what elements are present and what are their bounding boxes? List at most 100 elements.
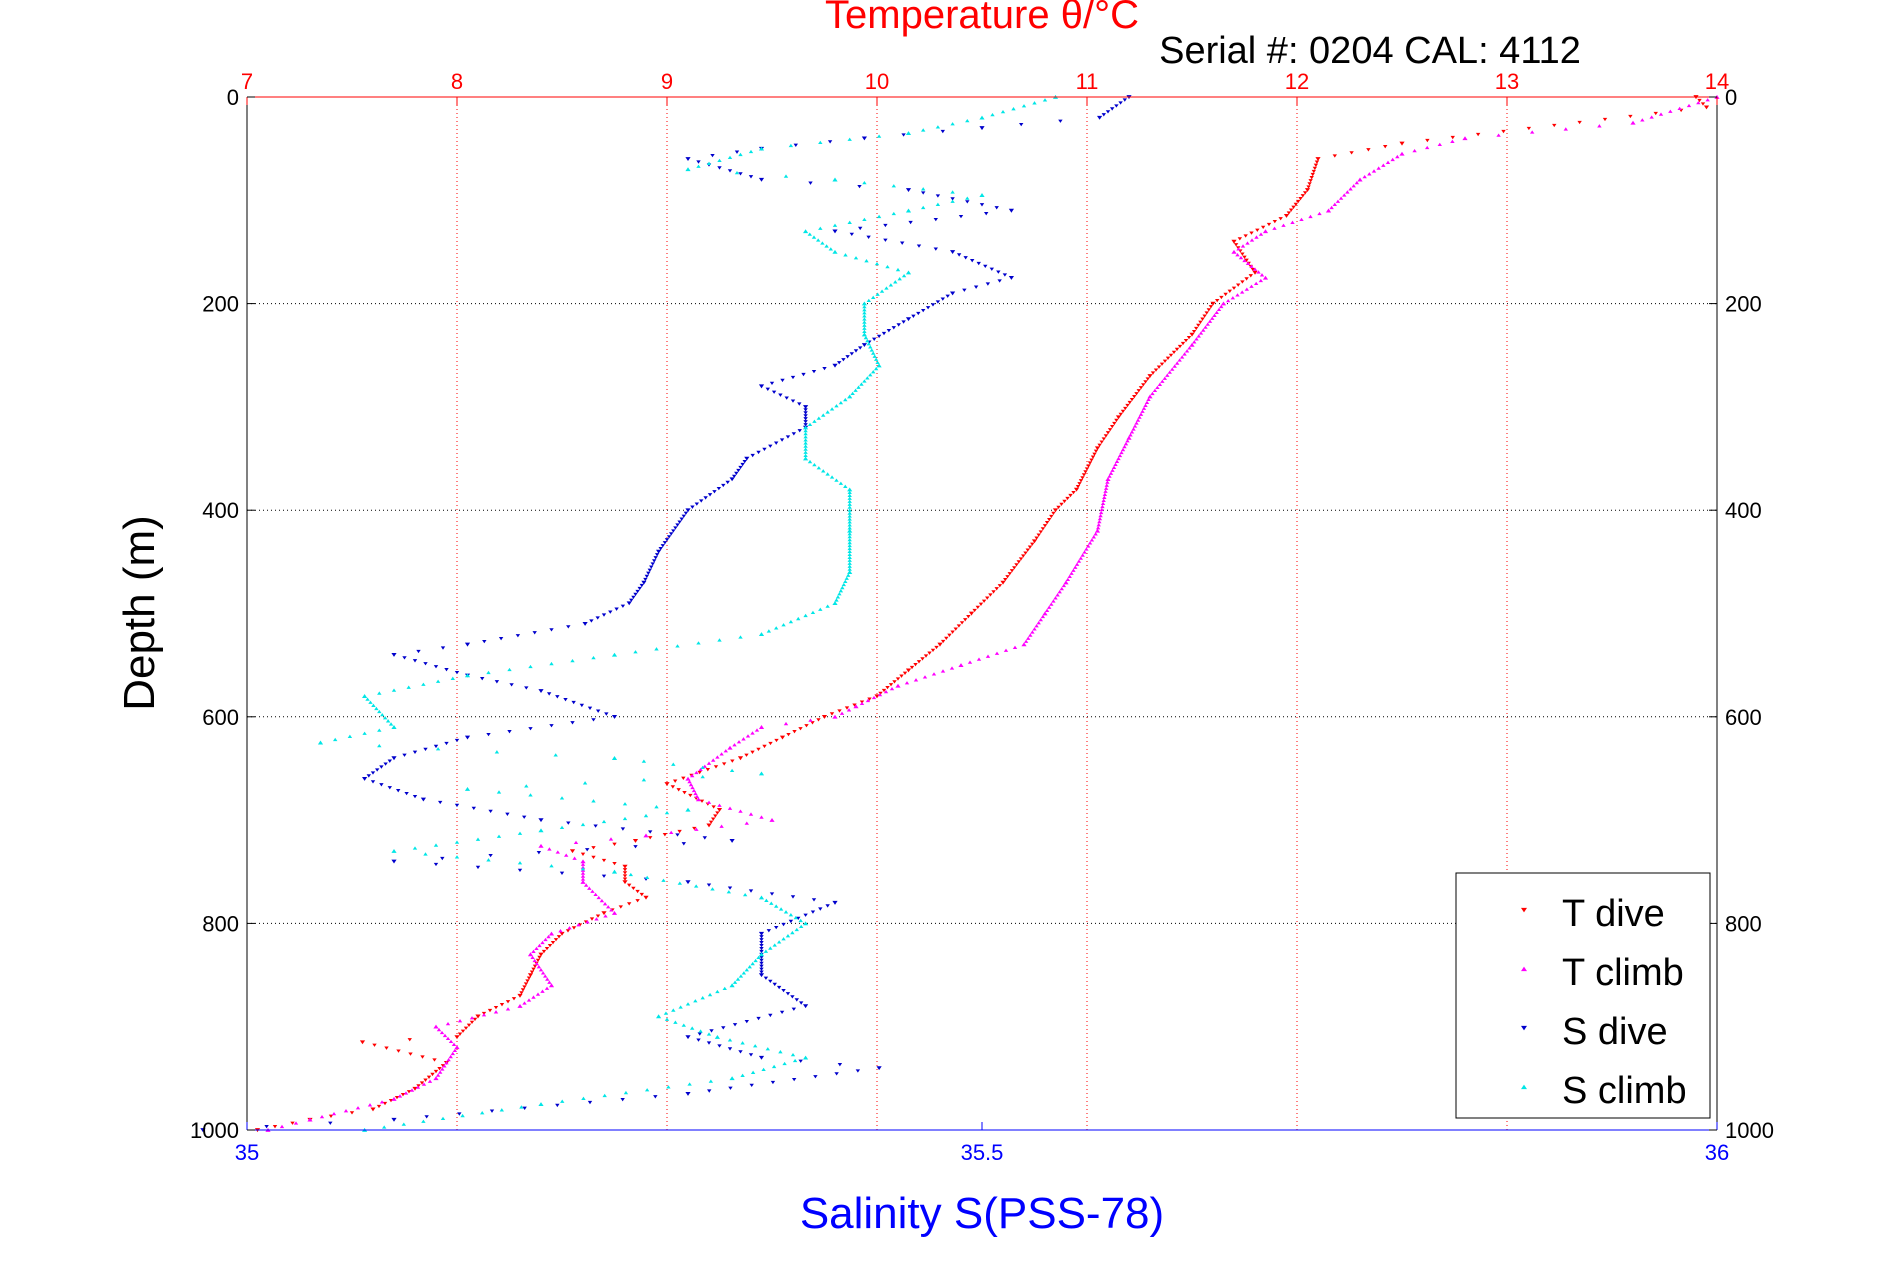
data-point-s-climb — [661, 878, 666, 882]
data-point-s-dive — [979, 126, 985, 131]
data-point-s-climb — [861, 332, 867, 337]
data-point-s-climb — [811, 235, 817, 239]
data-point-t-climb — [1047, 605, 1052, 609]
data-point-t-dive — [1025, 548, 1030, 552]
data-point-s-dive — [635, 589, 640, 594]
data-point-s-dive — [566, 625, 571, 629]
data-point-t-climb — [1249, 264, 1254, 268]
data-point-t-climb — [1325, 208, 1332, 213]
data-point-t-dive — [1298, 197, 1303, 201]
data-point-t-climb — [685, 776, 691, 781]
data-point-t-dive — [688, 793, 693, 798]
data-point-t-climb — [1084, 547, 1089, 551]
data-point-s-dive — [759, 970, 764, 974]
data-point-s-climb — [866, 342, 872, 346]
data-point-t-climb — [531, 995, 536, 999]
data-point-t-climb — [540, 971, 546, 975]
data-point-s-climb — [700, 996, 705, 1000]
data-point-s-climb — [717, 638, 722, 642]
data-point-t-dive — [1286, 211, 1292, 215]
data-point-s-dive — [994, 206, 999, 210]
data-point-t-dive — [622, 874, 628, 878]
data-point-s-dive — [896, 323, 901, 327]
data-point-s-dive — [1008, 275, 1014, 280]
data-point-s-dive — [328, 1121, 333, 1125]
data-point-t-climb — [1067, 574, 1072, 578]
data-point-t-climb — [1258, 278, 1264, 283]
data-point-s-dive — [679, 517, 684, 521]
data-point-t-climb — [451, 1042, 457, 1046]
data-point-t-climb — [1042, 611, 1048, 616]
data-point-s-climb — [391, 725, 397, 729]
data-point-t-climb — [745, 734, 751, 738]
data-point-t-climb — [1071, 568, 1076, 572]
data-point-t-climb — [690, 785, 695, 790]
data-point-s-dive — [494, 680, 500, 684]
data-point-s-climb — [377, 743, 382, 748]
data-point-s-climb — [807, 459, 813, 464]
series-t-climb — [265, 94, 1720, 1132]
data-point-s-dive — [803, 417, 808, 421]
data-point-s-climb — [769, 901, 774, 905]
data-point-s-dive — [433, 862, 439, 867]
data-point-s-dive — [440, 646, 446, 650]
data-point-t-dive — [522, 985, 527, 989]
data-point-t-climb — [436, 1027, 442, 1032]
data-point-s-climb — [847, 546, 852, 551]
data-point-s-climb — [847, 540, 852, 545]
data-point-t-dive — [991, 590, 996, 594]
data-point-t-climb — [609, 908, 614, 912]
data-point-t-dive — [1349, 151, 1354, 155]
data-point-s-climb — [871, 370, 876, 374]
data-point-s-climb — [421, 682, 426, 686]
data-point-t-dive — [553, 938, 559, 942]
data-point-t-climb — [590, 889, 595, 893]
data-point-t-dive — [1311, 169, 1316, 174]
data-point-t-dive — [622, 868, 628, 872]
data-point-t-climb — [1049, 602, 1054, 606]
data-point-t-climb — [1170, 367, 1175, 371]
data-point-s-dive — [549, 628, 554, 632]
data-point-s-climb — [921, 187, 926, 191]
data-point-s-dive — [589, 619, 594, 623]
data-point-s-dive — [671, 529, 676, 533]
data-point-t-dive — [1236, 283, 1241, 287]
data-point-s-dive — [585, 848, 590, 852]
data-point-t-dive — [1138, 386, 1144, 390]
data-point-s-climb — [582, 781, 588, 785]
data-point-t-dive — [692, 826, 697, 831]
data-point-s-climb — [641, 778, 647, 782]
data-point-s-climb — [846, 573, 851, 577]
data-point-s-climb — [862, 311, 867, 315]
data-point-s-climb — [347, 734, 353, 738]
top-tick-label: 9 — [661, 69, 673, 94]
data-point-s-dive — [772, 982, 777, 987]
data-point-t-climb — [1102, 495, 1107, 499]
data-point-t-dive — [713, 814, 718, 818]
data-point-t-dive — [816, 718, 821, 722]
data-point-t-dive — [565, 929, 571, 933]
data-point-s-dive — [905, 188, 912, 193]
data-point-s-dive — [706, 1041, 712, 1045]
data-point-t-dive — [874, 694, 880, 699]
data-point-t-dive — [466, 1023, 472, 1027]
data-point-s-dive — [648, 830, 653, 834]
data-point-t-climb — [1023, 639, 1029, 643]
data-point-t-dive — [1577, 120, 1582, 125]
data-point-s-climb — [825, 410, 830, 414]
data-point-s-climb — [496, 790, 502, 794]
left-tick-label: 600 — [202, 705, 239, 730]
data-point-t-dive — [1077, 482, 1082, 486]
data-point-s-climb — [847, 523, 852, 527]
data-point-s-dive — [685, 157, 691, 162]
data-point-s-dive — [366, 774, 371, 778]
data-point-t-dive — [1159, 362, 1165, 366]
data-point-s-dive — [728, 1086, 733, 1090]
data-point-t-dive — [899, 674, 904, 678]
data-point-t-climb — [580, 874, 586, 878]
data-point-s-dive — [721, 1026, 726, 1030]
data-point-s-climb — [480, 1111, 485, 1115]
data-point-t-climb — [1080, 553, 1085, 557]
data-point-s-climb — [862, 308, 867, 312]
